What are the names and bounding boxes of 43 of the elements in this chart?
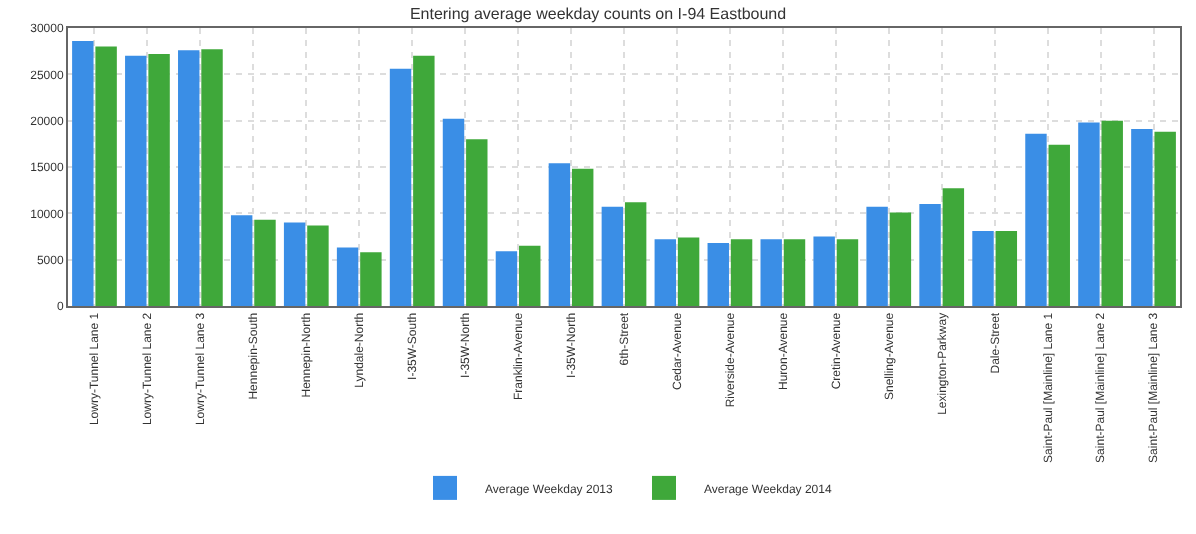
bar [201, 49, 223, 306]
bar [677, 237, 700, 306]
bar [283, 222, 306, 306]
bar [783, 239, 806, 306]
bar [1131, 129, 1153, 306]
bar [1048, 144, 1070, 306]
bar [125, 55, 147, 306]
bar [866, 206, 888, 306]
bar [336, 247, 359, 306]
bar [942, 188, 965, 306]
bar [760, 239, 782, 306]
bar [307, 225, 329, 306]
bar [72, 40, 94, 306]
bar [972, 230, 994, 306]
bar [995, 230, 1018, 306]
bar [730, 239, 753, 306]
bar [360, 252, 382, 306]
bar [442, 118, 465, 306]
bar [413, 55, 435, 306]
bar [495, 251, 518, 306]
bar [1101, 120, 1123, 306]
bar [178, 50, 200, 306]
bar [466, 139, 488, 306]
bar [548, 163, 571, 306]
bar [654, 239, 677, 306]
bar [1154, 131, 1176, 306]
bar [389, 68, 412, 306]
bar [1078, 122, 1100, 306]
bar [95, 46, 117, 306]
bar [148, 53, 170, 306]
chart-title: Entering average weekday counts on I-94 Eastbound [409, 5, 787, 24]
bar [624, 202, 647, 306]
bar [254, 219, 276, 306]
bar [836, 239, 859, 306]
bar [230, 215, 253, 306]
bar [707, 242, 729, 306]
bar [519, 245, 541, 306]
bar [813, 236, 835, 306]
bar [919, 204, 941, 306]
bar [601, 206, 624, 306]
bar [889, 212, 912, 306]
bar [1025, 133, 1047, 306]
bar [571, 168, 594, 306]
